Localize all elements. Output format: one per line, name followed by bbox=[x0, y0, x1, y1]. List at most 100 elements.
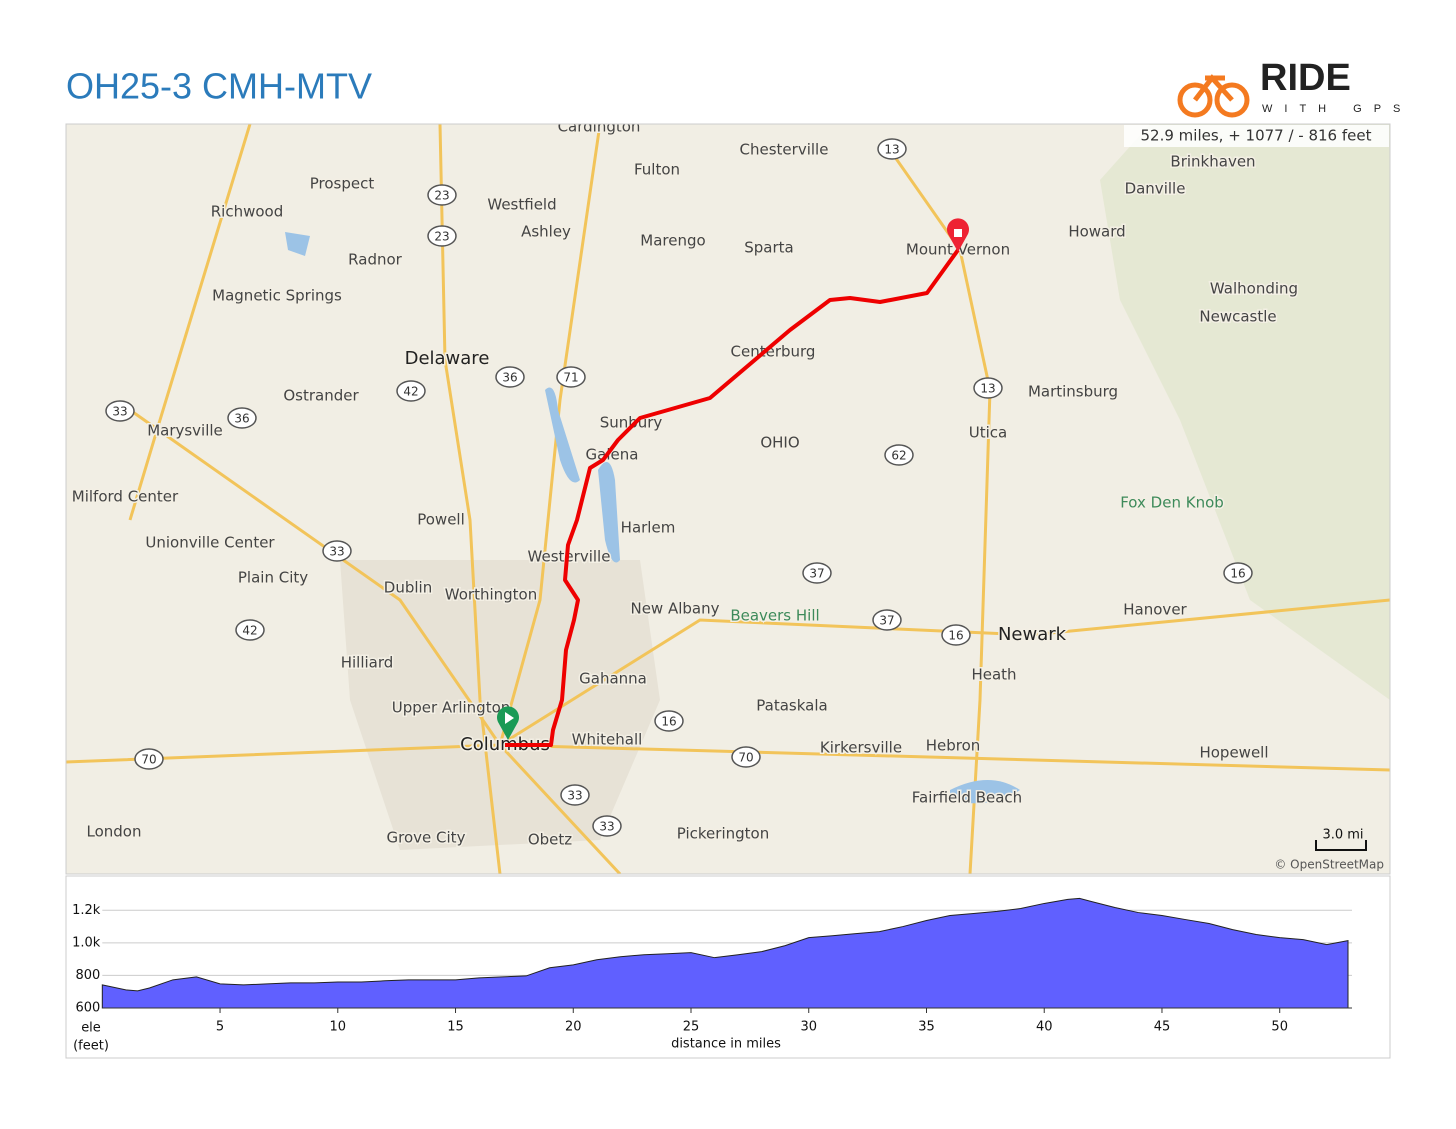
shield-label: 42 bbox=[403, 385, 418, 399]
place-label: Sparta bbox=[744, 239, 793, 257]
water bbox=[285, 232, 1020, 804]
shield bbox=[134, 748, 164, 770]
place-label: Fulton bbox=[634, 161, 680, 179]
place-labels: Cardington Fulton Chesterville Brinkhaven Da… bbox=[70, 118, 1299, 850]
place-label: New Albany bbox=[630, 600, 719, 618]
shield-label: 23 bbox=[434, 230, 449, 244]
shield bbox=[560, 784, 590, 806]
roads bbox=[66, 124, 1390, 874]
y-tick-label: 800 bbox=[75, 968, 100, 983]
y-tick-label: 600 bbox=[75, 1001, 100, 1016]
shield-label: 37 bbox=[809, 567, 824, 581]
place-label: Unionville Center bbox=[145, 534, 275, 552]
road bbox=[128, 124, 252, 521]
road bbox=[129, 408, 622, 874]
place-label: Cardington bbox=[558, 118, 641, 136]
lake bbox=[285, 232, 310, 256]
shield bbox=[235, 619, 265, 641]
place-label: Dublin bbox=[384, 579, 432, 597]
route-line bbox=[505, 248, 960, 747]
place-label: Newcastle bbox=[1199, 308, 1276, 326]
shield bbox=[802, 562, 832, 584]
place-label: Heath bbox=[971, 666, 1016, 684]
route-title: OH25-3 CMH-MTV bbox=[66, 66, 372, 107]
shield-label: 36 bbox=[234, 412, 249, 426]
x-tick-label: 40 bbox=[1036, 1020, 1053, 1035]
place-label: Pataskala bbox=[756, 697, 827, 715]
place-label: Worthington bbox=[445, 586, 537, 604]
shield bbox=[941, 624, 971, 646]
place-label: Magnetic Springs bbox=[212, 287, 342, 305]
shield bbox=[1223, 562, 1253, 584]
shield bbox=[731, 746, 761, 768]
shield bbox=[396, 380, 426, 402]
x-tick-label: 25 bbox=[683, 1020, 700, 1035]
logo: RIDE WITH GPS bbox=[1177, 57, 1400, 118]
route-shields: 23 23 13 36 71 42 33 36 13 62 33 37 37 16 42 16 16 70 70 33… bbox=[105, 138, 1253, 837]
lake bbox=[545, 387, 580, 483]
shield-label: 36 bbox=[502, 371, 517, 385]
place-label: Beavers Hill bbox=[730, 607, 819, 625]
x-tick-label: 20 bbox=[565, 1020, 582, 1035]
road bbox=[438, 124, 502, 874]
place-label: Fairfield Beach bbox=[912, 789, 1022, 807]
elevation-area bbox=[101, 897, 1349, 1009]
place-label: OHIO bbox=[760, 434, 799, 452]
stats-box bbox=[1124, 125, 1389, 147]
place-label: Martinsburg bbox=[1028, 383, 1118, 401]
y-tick-label: 1.2k bbox=[72, 903, 101, 918]
x-tick-label: 30 bbox=[800, 1020, 817, 1035]
shield bbox=[427, 225, 457, 247]
place-label: Whitehall bbox=[572, 731, 643, 749]
x-tick-label: 35 bbox=[918, 1020, 935, 1035]
place-label: Powell bbox=[417, 511, 465, 529]
shield-label: 13 bbox=[884, 143, 899, 157]
lake bbox=[950, 780, 1020, 804]
shield-label: 33 bbox=[112, 405, 127, 419]
shield bbox=[556, 366, 586, 388]
route-stats: 52.9 miles, + 1077 / - 816 feet bbox=[1141, 127, 1372, 145]
road bbox=[498, 124, 602, 746]
place-label: Harlem bbox=[621, 519, 676, 537]
shield-label: 33 bbox=[567, 789, 582, 803]
place-label: Obetz bbox=[528, 831, 572, 849]
place-label: Prospect bbox=[310, 175, 375, 193]
y-tick-label: 1.0k bbox=[72, 935, 101, 950]
scale-bar bbox=[1315, 840, 1367, 851]
shield-label: 33 bbox=[599, 820, 614, 834]
place-label: Westfield bbox=[487, 196, 556, 214]
logo-wheel bbox=[1214, 82, 1250, 118]
shield bbox=[592, 815, 622, 837]
map: Cardington Fulton Chesterville Brinkhaven Da… bbox=[66, 118, 1390, 874]
place-label: Pickerington bbox=[677, 825, 769, 843]
lake bbox=[598, 462, 620, 563]
shield-label: 13 bbox=[980, 382, 995, 396]
shield-label: 16 bbox=[1230, 567, 1245, 581]
logo-frame bbox=[1193, 74, 1234, 102]
place-label: Galena bbox=[586, 446, 639, 464]
shield-label: 33 bbox=[329, 545, 344, 559]
place-label: Utica bbox=[969, 424, 1007, 442]
shield-label: 70 bbox=[141, 753, 156, 767]
shield bbox=[427, 184, 457, 206]
place-label: Danville bbox=[1125, 180, 1186, 198]
scale-label: 3.0 mi bbox=[1322, 828, 1363, 843]
logo-wheel bbox=[1177, 82, 1213, 118]
place-label: Ashley bbox=[521, 223, 571, 241]
shield-label: 16 bbox=[948, 629, 963, 643]
place-label: Hanover bbox=[1123, 601, 1187, 619]
place-label: Marengo bbox=[640, 232, 705, 250]
map-border bbox=[65, 123, 1391, 875]
road bbox=[499, 598, 1390, 747]
place-label: Delaware bbox=[405, 348, 490, 369]
start-marker[interactable] bbox=[497, 706, 519, 740]
shield bbox=[227, 407, 257, 429]
forest-area bbox=[1100, 124, 1390, 700]
shield-label: 62 bbox=[891, 449, 906, 463]
place-label: Gahanna bbox=[579, 670, 647, 688]
place-label: Plain City bbox=[238, 569, 308, 587]
urban-area bbox=[340, 560, 660, 850]
x-tick-label: 5 bbox=[216, 1020, 224, 1035]
